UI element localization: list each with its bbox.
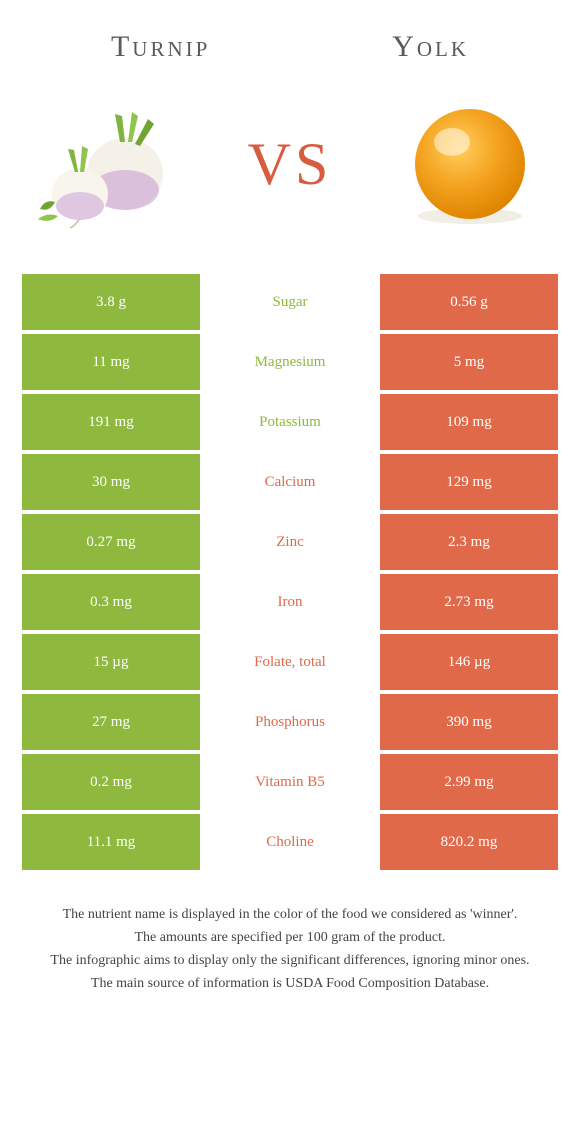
left-value-cell: 11.1 mg xyxy=(22,814,200,870)
right-value-cell: 820.2 mg xyxy=(380,814,558,870)
yolk-image xyxy=(390,94,550,234)
table-row: 11.1 mgCholine820.2 mg xyxy=(22,814,558,870)
left-value-cell: 30 mg xyxy=(22,454,200,510)
table-row: 27 mgPhosphorus390 mg xyxy=(22,694,558,750)
table-row: 11 mgMagnesium5 mg xyxy=(22,334,558,390)
vs-text: VS xyxy=(248,130,333,199)
nutrient-label-cell: Folate, total xyxy=(200,634,380,690)
table-row: 15 µgFolate, total146 µg xyxy=(22,634,558,690)
nutrient-label-cell: Phosphorus xyxy=(200,694,380,750)
table-row: 0.2 mgVitamin B52.99 mg xyxy=(22,754,558,810)
table-row: 0.3 mgIron2.73 mg xyxy=(22,574,558,630)
nutrient-label-cell: Zinc xyxy=(200,514,380,570)
footnote-line: The infographic aims to display only the… xyxy=(30,950,550,971)
nutrient-table: 3.8 gSugar0.56 g11 mgMagnesium5 mg191 mg… xyxy=(22,274,558,870)
header: Turnip Yolk xyxy=(0,0,580,84)
left-value-cell: 3.8 g xyxy=(22,274,200,330)
footnote-line: The amounts are specified per 100 gram o… xyxy=(30,927,550,948)
right-value-cell: 0.56 g xyxy=(380,274,558,330)
footnote-line: The nutrient name is displayed in the co… xyxy=(30,904,550,925)
table-row: 191 mgPotassium109 mg xyxy=(22,394,558,450)
footnote-line: The main source of information is USDA F… xyxy=(30,973,550,994)
right-value-cell: 2.99 mg xyxy=(380,754,558,810)
left-value-cell: 15 µg xyxy=(22,634,200,690)
table-row: 30 mgCalcium129 mg xyxy=(22,454,558,510)
nutrient-label-cell: Choline xyxy=(200,814,380,870)
right-value-cell: 146 µg xyxy=(380,634,558,690)
left-value-cell: 0.27 mg xyxy=(22,514,200,570)
right-value-cell: 2.3 mg xyxy=(380,514,558,570)
left-value-cell: 11 mg xyxy=(22,334,200,390)
right-value-cell: 109 mg xyxy=(380,394,558,450)
right-value-cell: 129 mg xyxy=(380,454,558,510)
left-value-cell: 0.3 mg xyxy=(22,574,200,630)
left-food-title: Turnip xyxy=(111,30,210,64)
left-value-cell: 191 mg xyxy=(22,394,200,450)
nutrient-label-cell: Vitamin B5 xyxy=(200,754,380,810)
right-value-cell: 390 mg xyxy=(380,694,558,750)
table-row: 0.27 mgZinc2.3 mg xyxy=(22,514,558,570)
left-value-cell: 27 mg xyxy=(22,694,200,750)
right-food-title: Yolk xyxy=(392,30,469,64)
right-value-cell: 2.73 mg xyxy=(380,574,558,630)
footnote: The nutrient name is displayed in the co… xyxy=(0,874,580,994)
nutrient-label-cell: Sugar xyxy=(200,274,380,330)
right-value-cell: 5 mg xyxy=(380,334,558,390)
table-row: 3.8 gSugar0.56 g xyxy=(22,274,558,330)
nutrient-label-cell: Iron xyxy=(200,574,380,630)
turnip-image xyxy=(30,94,190,234)
vs-row: VS xyxy=(0,84,580,274)
nutrient-label-cell: Potassium xyxy=(200,394,380,450)
nutrient-label-cell: Magnesium xyxy=(200,334,380,390)
nutrient-label-cell: Calcium xyxy=(200,454,380,510)
left-value-cell: 0.2 mg xyxy=(22,754,200,810)
